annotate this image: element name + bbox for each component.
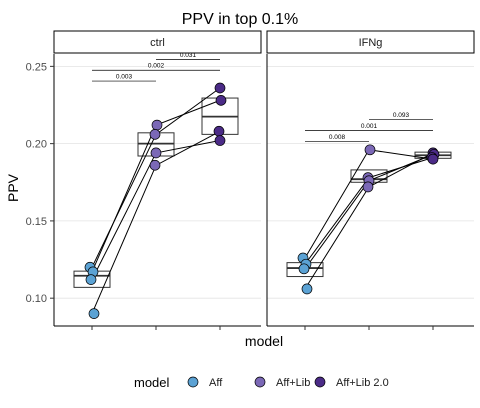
y-tick-label: 0.15 [26,216,47,228]
point-Aff+Lib [149,159,161,171]
comparison-pvalue: 0.003 [116,74,133,81]
point-Aff+Lib 2.0 [213,125,225,137]
y-axis: 0.10 0.15 0.20 0.25 [26,61,54,305]
point-Aff+Lib 2.0 [427,153,439,165]
legend-title: model [134,375,170,390]
panel-ctrl: ctrl 0.003 0.002 0.031 [53,30,262,330]
chart-title: PPV in top 0.1% [182,11,299,28]
legend: model Aff Aff+Lib Aff+Lib 2.0 [134,375,389,390]
y-tick-label: 0.25 [26,61,47,73]
point-Aff+Lib [151,119,163,131]
y-tick-label: 0.20 [26,139,47,151]
point-Aff+Lib [364,144,376,156]
point-Aff [301,283,313,295]
comparison-pvalue: 0.008 [329,134,346,141]
strip-label-ctrl: ctrl [150,37,165,49]
strip-label-IFNg: IFNg [359,37,383,49]
point-Aff [85,274,97,285]
point-Aff [88,308,100,319]
comparison-pvalue: 0.093 [393,112,410,119]
point-Aff+Lib 2.0 [214,135,226,146]
point-Aff+Lib 2.0 [215,95,227,106]
point-Aff+Lib [150,147,162,159]
point-Aff [298,263,310,275]
legend-key-Aff+Lib 2.0 [314,376,326,388]
strip-IFNg [266,30,475,54]
y-tick-label: 0.10 [26,293,47,305]
sample-line [91,87,221,268]
panel-IFNg: IFNg 0.008 0.001 0.093 [266,30,475,330]
legend-label-Aff+Lib 2.0: Aff+Lib 2.0 [336,377,389,389]
legend-key-Aff [187,376,199,388]
comparison-pvalue: 0.002 [148,63,165,70]
comparison-pvalue: 0.001 [361,123,378,130]
panels: ctrl 0.003 0.002 0.031 IFNg 0.008 0.001 0.093 [53,30,475,330]
comparison-pvalue: 0.031 [180,52,197,59]
legend-label-Aff+Lib: Aff+Lib [276,377,310,389]
strip-ctrl [53,30,262,54]
sample-line [304,154,434,270]
sample-line [91,130,221,314]
legend-key-Aff+Lib [254,376,266,388]
point-Aff+Lib [362,181,374,193]
legend-label-Aff: Aff [209,377,223,389]
x-axis-title: model [245,333,283,349]
y-axis-title: PPV [5,173,21,202]
point-Aff+Lib [149,129,161,140]
point-Aff+Lib 2.0 [214,82,226,94]
